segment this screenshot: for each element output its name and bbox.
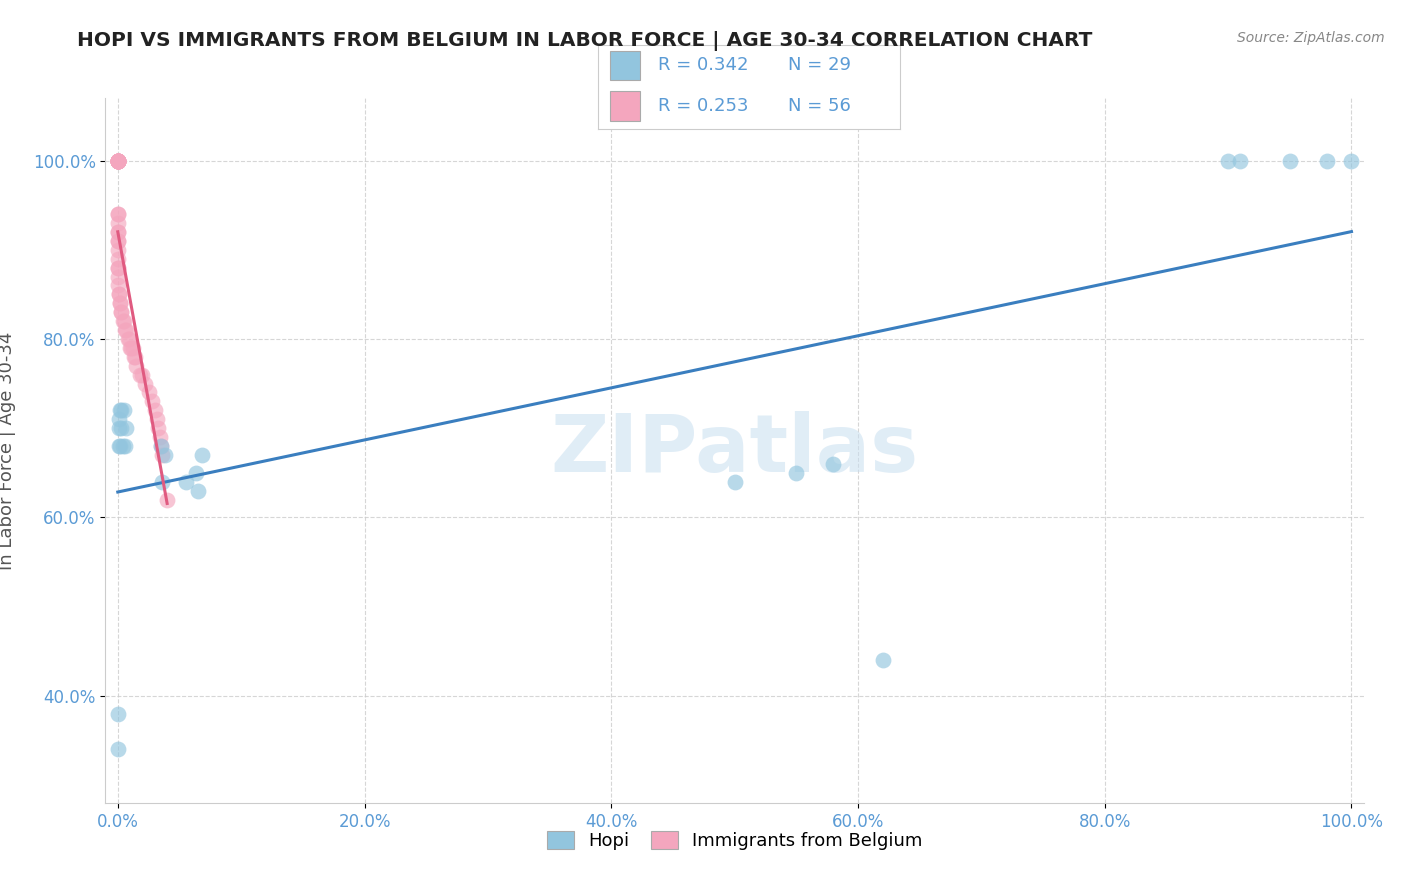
Point [110,403,132,417]
Point [149,439,172,453]
Point [1216,153,1239,168]
Point [107,153,129,168]
Point [111,314,134,328]
Point [149,439,172,453]
Point [110,439,132,453]
Text: R = 0.253: R = 0.253 [658,97,748,115]
Point [108,412,131,426]
Point [148,421,170,435]
Point [121,341,143,355]
Point [107,153,129,168]
Point [112,403,135,417]
Point [120,341,142,355]
Legend: Hopi, Immigrants from Belgium: Hopi, Immigrants from Belgium [540,823,929,857]
Point [110,421,132,435]
Point [153,448,176,462]
Point [107,234,129,248]
Point [107,252,129,266]
Point [190,448,212,462]
Point [146,412,169,426]
Text: ZIPatlas: ZIPatlas [551,411,918,490]
Point [115,323,138,337]
Point [107,153,129,168]
Point [107,153,129,168]
Point [108,439,131,453]
Point [107,207,129,221]
Point [112,314,135,328]
Point [143,403,166,417]
Bar [610,91,640,120]
Point [107,153,129,168]
Point [1340,153,1362,168]
Point [107,269,129,284]
Point [823,457,845,471]
Point [115,421,138,435]
Point [129,368,152,382]
Point [107,216,129,230]
Text: N = 29: N = 29 [787,56,851,74]
Point [107,260,129,275]
Text: N = 56: N = 56 [787,97,851,115]
Point [872,653,894,667]
Point [107,153,129,168]
Y-axis label: In Labor Force | Age 30-34: In Labor Force | Age 30-34 [0,331,15,570]
Point [107,207,129,221]
Point [107,234,129,248]
Point [107,243,129,257]
Point [107,278,129,293]
Point [107,742,129,756]
Point [107,153,129,168]
Point [120,341,142,355]
Point [723,475,745,489]
Point [785,466,807,480]
Point [108,287,131,301]
Point [1278,153,1301,168]
Point [110,305,132,319]
Point [107,706,129,721]
Point [110,403,132,417]
Point [117,332,139,346]
Point [114,439,136,453]
Point [1316,153,1339,168]
Point [108,421,131,435]
Point [107,260,129,275]
Point [184,466,207,480]
Point [111,439,134,453]
Point [107,153,129,168]
Point [187,483,209,498]
Point [174,475,197,489]
Text: HOPI VS IMMIGRANTS FROM BELGIUM IN LABOR FORCE | AGE 30-34 CORRELATION CHART: HOPI VS IMMIGRANTS FROM BELGIUM IN LABOR… [77,31,1092,51]
Point [107,225,129,239]
Point [107,153,129,168]
Point [150,475,173,489]
Point [124,350,146,364]
Point [110,305,132,319]
Point [107,225,129,239]
Point [122,350,145,364]
Text: Source: ZipAtlas.com: Source: ZipAtlas.com [1237,31,1385,45]
Point [125,359,148,373]
Point [108,287,131,301]
Point [107,153,129,168]
Point [114,323,136,337]
Point [150,448,173,462]
Point [110,296,132,310]
Point [156,492,179,507]
Point [107,153,129,168]
Point [1229,153,1251,168]
Text: R = 0.342: R = 0.342 [658,56,748,74]
Point [138,385,160,400]
Bar [610,51,640,80]
Point [149,430,172,444]
Point [107,153,129,168]
Point [134,376,156,391]
Point [131,368,153,382]
Point [118,332,141,346]
Point [107,153,129,168]
Point [110,296,132,310]
Point [141,394,163,409]
